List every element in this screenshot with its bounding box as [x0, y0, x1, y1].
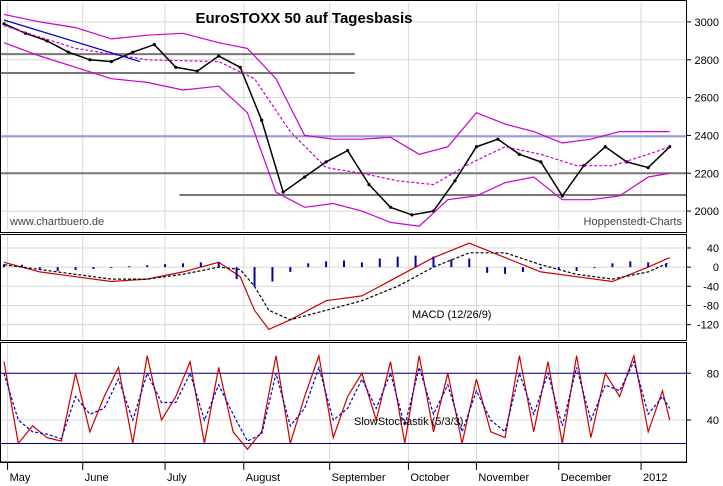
x-tick-label-8: 2012	[643, 472, 667, 484]
y-tick-label-0-5: 3000	[695, 17, 719, 29]
close-point-21	[453, 179, 457, 183]
y-tick-label-0-0: 2000	[695, 206, 719, 218]
close-point-18	[388, 205, 393, 209]
close-point-14	[303, 175, 307, 179]
watermark-hoppenstedt: Hoppenstedt-Charts	[584, 216, 683, 228]
panel-frames	[0, 0, 687, 463]
x-tick-label-2: July	[167, 472, 187, 484]
y-tick-label-2-1: 40	[707, 415, 719, 427]
close-point-23	[496, 137, 500, 141]
x-tick-label-6: November	[478, 472, 529, 484]
series-0-trend-line	[3, 19, 141, 63]
close-point-7	[152, 43, 156, 47]
chart-title: EuroSTOXX 50 auf Tagesbasis	[195, 10, 412, 27]
series-0-close	[3, 23, 671, 216]
close-point-13	[281, 190, 285, 194]
close-point-28	[603, 145, 607, 149]
close-point-6	[131, 50, 135, 54]
y-tick-label-0-2: 2400	[695, 130, 719, 142]
series-0-upper-bollinger-band	[3, 13, 670, 155]
close-point-17	[367, 183, 371, 187]
close-point-16	[345, 148, 350, 153]
close-point-12	[260, 118, 264, 122]
close-point-0	[2, 22, 6, 26]
y-tick-label-1-0: 40	[707, 243, 719, 255]
close-point-15	[324, 160, 328, 164]
close-point-5	[109, 60, 113, 64]
price-panel-frame	[0, 0, 687, 233]
close-point-3	[66, 50, 71, 54]
series-0-moving-average	[3, 25, 670, 186]
series-2--d	[3, 359, 671, 442]
close-point-30	[646, 165, 650, 170]
close-point-10	[217, 54, 221, 58]
close-point-22	[474, 145, 479, 149]
macd-panel-frame	[0, 234, 687, 341]
close-point-19	[410, 213, 414, 217]
chart-series	[2, 13, 672, 451]
y-tick-label-1-3: -80	[703, 300, 719, 312]
close-point-25	[539, 160, 543, 164]
close-point-26	[560, 194, 564, 198]
watermark-chartbuero: www.chartbuero.de	[9, 216, 104, 228]
x-tick-label-0: May	[10, 472, 31, 484]
close-point-9	[195, 69, 199, 73]
x-tick-label-1: June	[85, 472, 109, 484]
x-tick-label-4: September	[332, 472, 386, 484]
series-0-lower-bollinger-band	[3, 42, 670, 227]
stochastic-label: SlowStochastik (5/3/3)	[354, 416, 463, 428]
close-point-8	[174, 65, 178, 69]
y-tick-label-1-1: 0	[713, 262, 719, 274]
y-tick-label-0-3: 2600	[695, 93, 719, 105]
y-tick-label-1-4: -120	[697, 320, 719, 332]
y-tick-label-0-4: 2800	[695, 55, 719, 67]
x-tick-label-3: August	[246, 472, 280, 484]
y-tick-label-1-2: -40	[703, 281, 719, 293]
close-point-24	[517, 152, 521, 156]
x-tick-label-7: December	[561, 472, 612, 484]
close-point-11	[238, 65, 242, 69]
x-axis-months: May June July August September October Novembe…	[0, 461, 686, 484]
series-2--k	[3, 353, 671, 451]
y-tick-label-0-1: 2200	[695, 168, 719, 180]
close-point-4	[88, 58, 92, 62]
y-axis-ticks: 2000 2200 2400 2600 2800 3000 40 0 -40 -80 -120 80 4…	[686, 17, 719, 427]
series-1-macd	[3, 242, 670, 331]
x-tick-label-5: October	[410, 472, 449, 484]
close-point-27	[582, 164, 586, 168]
y-tick-label-2-0: 80	[707, 368, 719, 380]
macd-label: MACD (12/26/9)	[412, 309, 491, 321]
